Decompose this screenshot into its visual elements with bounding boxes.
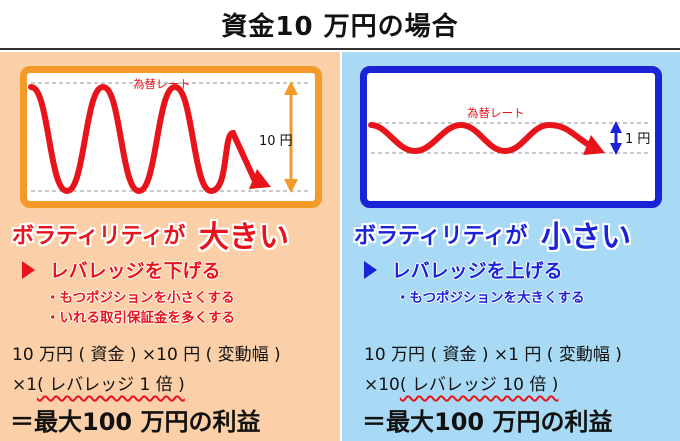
left-chart-frame: 為替レート 10 円 bbox=[20, 66, 322, 208]
left-leverage-line: レバレッジを下げる bbox=[22, 256, 221, 283]
left-volatility-text: ボラティリティが bbox=[12, 224, 186, 249]
right-volatility-text: ボラティリティが bbox=[354, 224, 528, 249]
right-volatility-size: 小さい bbox=[541, 220, 632, 255]
right-range-arrow-top bbox=[610, 121, 622, 133]
left-volatility-size: 大きい bbox=[199, 220, 290, 255]
left-result: ＝最大100 万円の利益 bbox=[10, 408, 261, 436]
left-bullet-list: ・もつポジションを小さくする ・いれる取引保証金を多くする bbox=[46, 288, 235, 328]
right-calc-line1: 10 万円 ( 資金 ) ×1 円 ( 変動幅 ) bbox=[364, 345, 622, 365]
left-calc-leverage: ( レバレッジ 1 倍 ) bbox=[37, 375, 185, 395]
left-wave-arrowhead bbox=[249, 169, 271, 189]
left-calculation: 10 万円 ( 資金 ) ×10 円 ( 変動幅 ) ×1( レバレッジ 1 倍… bbox=[12, 340, 281, 400]
left-leverage-text: レバレッジを下げる bbox=[49, 260, 221, 282]
left-bullet-item: ・もつポジションを小さくする bbox=[46, 290, 235, 306]
left-range-label: 10 円 bbox=[259, 134, 293, 149]
left-range-arrow-top bbox=[284, 81, 298, 95]
right-bullet-item: ・もつポジションを大きくする bbox=[396, 290, 585, 306]
right-panel: 為替レート 1 円 ボラティリティが 小さい レバレッジを上げる ・もつポジショ… bbox=[340, 52, 680, 441]
right-volatility-heading: ボラティリティが 小さい bbox=[354, 212, 631, 256]
right-wave-arrowhead bbox=[583, 135, 605, 155]
right-calc-prefix: ×10 bbox=[364, 375, 400, 395]
left-wave-chart: 為替レート 10 円 bbox=[28, 77, 311, 195]
right-triangle-icon bbox=[364, 260, 377, 279]
left-bullet-item: ・いれる取引保証金を多くする bbox=[46, 310, 235, 326]
right-result: ＝最大100 万円の利益 bbox=[362, 408, 613, 436]
right-rate-wave bbox=[368, 121, 592, 155]
right-leverage-text: レバレッジを上げる bbox=[391, 260, 563, 282]
left-rate-label: 為替レート bbox=[133, 77, 191, 91]
left-triangle-icon bbox=[22, 260, 35, 279]
left-calc-prefix: ×1 bbox=[12, 375, 38, 395]
right-rate-label: 為替レート bbox=[467, 106, 525, 120]
left-panel: 為替レート 10 円 ボラティリティが 大きい レバレッジを下げる ・もつポジシ… bbox=[0, 52, 340, 441]
left-rate-wave bbox=[28, 83, 258, 195]
right-range-label: 1 円 bbox=[625, 132, 650, 147]
right-range-arrow-bottom bbox=[610, 143, 622, 155]
right-chart-frame: 為替レート 1 円 bbox=[360, 66, 662, 208]
right-bullet-list: ・もつポジションを大きくする bbox=[396, 288, 584, 308]
page-title: 資金10 万円の場合 bbox=[221, 11, 459, 42]
left-calc-line2: ×1( レバレッジ 1 倍 ) bbox=[12, 370, 281, 400]
right-wave-chart: 為替レート 1 円 bbox=[368, 106, 651, 155]
right-calc-line2: ×10( レバレッジ 10 倍 ) bbox=[364, 370, 622, 400]
right-calculation: 10 万円 ( 資金 ) ×1 円 ( 変動幅 ) ×10( レバレッジ 10 … bbox=[364, 340, 622, 400]
right-leverage-line: レバレッジを上げる bbox=[364, 256, 563, 283]
header: 資金10 万円の場合 bbox=[0, 0, 680, 50]
left-volatility-heading: ボラティリティが 大きい bbox=[12, 212, 289, 256]
left-calc-line1: 10 万円 ( 資金 ) ×10 円 ( 変動幅 ) bbox=[12, 345, 281, 365]
left-range-arrow-bottom bbox=[284, 179, 298, 193]
right-calc-leverage: ( レバレッジ 10 倍 ) bbox=[399, 375, 559, 395]
